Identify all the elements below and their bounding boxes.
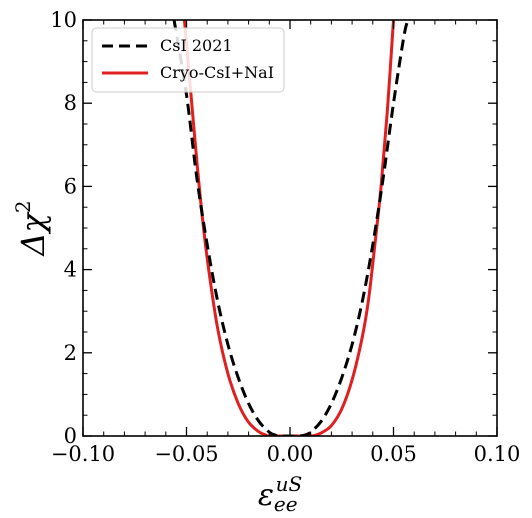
y-tick-label: 0 [64,424,77,448]
x-tick-label: −0.10 [51,442,115,466]
x-axis-label: εeeuS [258,472,302,516]
y-tick-label: 4 [64,258,77,282]
y-tick-label: 10 [50,8,77,32]
x-tick-label: 0.00 [267,442,314,466]
series-layer [172,20,410,436]
legend-label: Cryo-CsI+NaI [160,63,274,82]
y-tick-label: 2 [64,341,77,365]
legend-label: CsI 2021 [160,36,233,55]
labels-layer: −0.10 −0.05 0.00 0.05 0.10 0 2 4 6 8 10 εeeuS Δχ2 [11,8,520,516]
x-tick-label: 0.10 [474,442,521,466]
plot-frame [82,19,498,437]
series-line-cryo-csi-nai [182,20,395,436]
y-tick-label: 6 [64,174,77,198]
y-axis-label: Δχ2 [11,200,52,257]
series-line-csi-2021 [172,20,410,436]
legend-box [91,27,285,93]
legend: CsI 2021 Cryo-CsI+NaI [91,27,285,93]
x-tick-label: 0.05 [370,442,417,466]
y-tick-label: 8 [64,91,77,115]
x-tick-label: −0.05 [154,442,218,466]
